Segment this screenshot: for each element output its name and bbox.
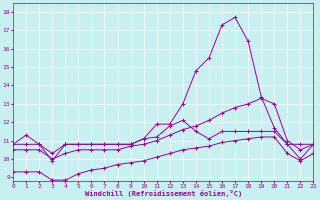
X-axis label: Windchill (Refroidissement éolien,°C): Windchill (Refroidissement éolien,°C) [84,190,242,197]
